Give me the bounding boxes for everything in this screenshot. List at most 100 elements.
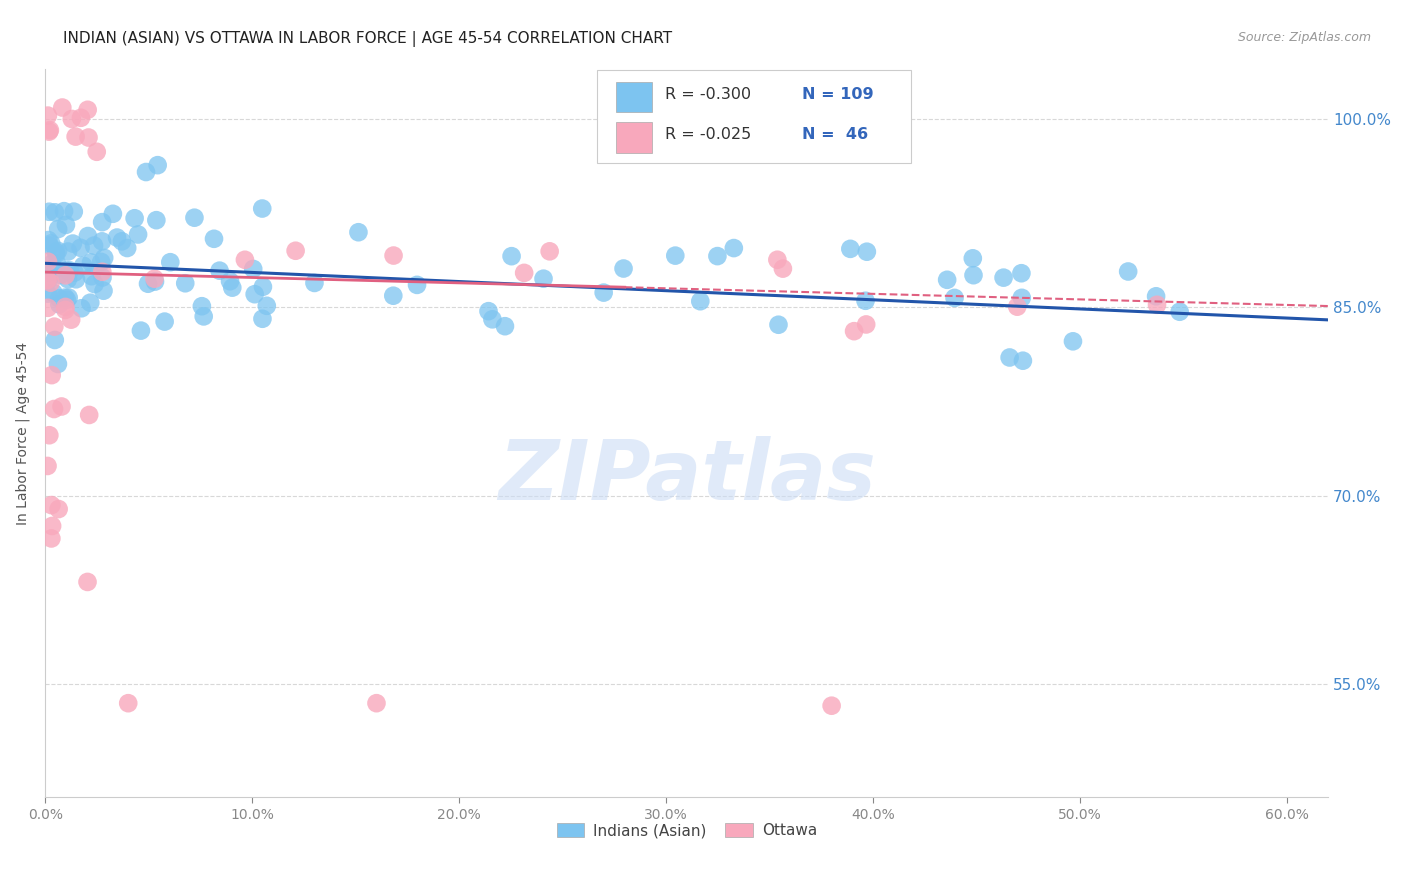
Point [143,271,166,285]
Point [44,319,66,334]
Point [146,158,169,172]
Point [37,109,59,123]
Point [772,261,794,276]
Point [79,295,101,310]
Point [55,268,77,283]
Point [77,229,100,244]
Point [56,293,79,307]
Point [41,519,63,533]
Point [943,291,966,305]
Point [127,227,149,242]
Point [105,230,128,244]
Point [45,247,67,261]
Point [37,286,59,301]
Point [55,300,77,314]
Text: Source: ZipAtlas.com: Source: ZipAtlas.com [1237,31,1371,45]
Point [145,213,167,227]
Point [37,254,59,268]
Point [38,238,60,252]
Point [366,696,388,710]
Point [53,302,76,317]
Point [90,255,112,269]
FancyBboxPatch shape [598,70,911,163]
Point [46,357,69,371]
Text: INDIAN (ASIAN) VS OTTAWA IN LABOR FORCE | AGE 45-54 CORRELATION CHART: INDIAN (ASIAN) VS OTTAWA IN LABOR FORCE … [63,31,672,47]
Point [159,255,181,269]
Point [382,248,405,262]
Text: R = -0.025: R = -0.025 [665,128,751,142]
Point [38,123,60,137]
Point [233,252,256,267]
Point [193,310,215,324]
Point [284,244,307,258]
Point [592,285,614,300]
Legend: Indians (Asian), Ottawa: Indians (Asian), Ottawa [551,817,823,845]
Point [101,207,124,221]
Point [51,101,73,115]
Point [136,277,159,291]
Text: ZIPatlas: ZIPatlas [498,436,876,517]
Point [44,205,66,219]
Point [56,263,79,277]
Point [477,304,499,318]
Point [252,202,274,216]
Point [93,284,115,298]
Point [83,238,105,252]
Point [855,318,877,332]
Point [513,266,536,280]
Point [44,333,66,347]
Point [37,458,59,473]
Point [41,368,63,383]
Point [93,251,115,265]
Point [48,292,70,306]
Point [60,312,83,326]
Point [117,696,139,710]
Point [91,215,114,229]
Point [664,249,686,263]
Point [37,233,59,247]
Point [37,266,59,280]
Point [46,222,69,236]
Point [41,498,63,512]
Point [612,261,634,276]
Point [382,289,405,303]
Point [38,125,60,139]
Point [129,324,152,338]
Point [60,112,83,126]
Point [208,263,231,277]
Point [56,244,79,259]
Point [58,291,80,305]
Point [91,235,114,249]
Point [45,244,67,259]
Point [768,318,790,332]
Point [998,351,1021,365]
Point [80,269,103,284]
Point [252,279,274,293]
Point [242,262,264,277]
Bar [616,82,652,112]
Text: N =  46: N = 46 [803,128,869,142]
Point [70,301,93,316]
Point [91,265,114,279]
Point [153,315,176,329]
Point [962,252,984,266]
Point [143,275,166,289]
Point [1011,291,1033,305]
Point [1116,264,1139,278]
Text: N = 109: N = 109 [803,87,875,102]
Point [37,273,59,287]
Point [936,273,959,287]
Point [252,311,274,326]
Point [243,287,266,301]
Point [69,241,91,255]
Point [72,259,94,273]
Point [37,301,59,315]
Point [820,698,842,713]
Point [37,273,59,287]
Point [689,294,711,309]
Point [202,232,225,246]
Point [41,532,63,546]
Point [38,204,60,219]
Point [53,204,76,219]
Point [49,268,72,282]
